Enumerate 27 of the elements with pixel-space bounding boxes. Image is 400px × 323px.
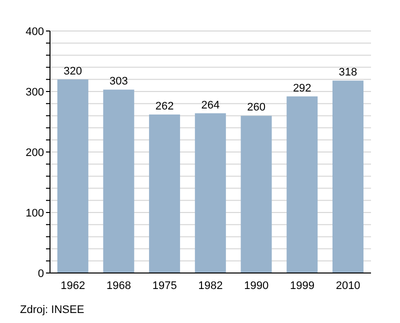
- data-label: 292: [292, 82, 312, 94]
- x-tick-label: 1990: [244, 280, 269, 292]
- text: Zdroj: INSEE: [20, 304, 84, 316]
- x-tick-label: 1975: [152, 280, 177, 292]
- x-tick-label: 1962: [60, 280, 86, 292]
- data-label: 262: [155, 100, 174, 112]
- data-label: 260: [247, 102, 266, 114]
- bar: [332, 80, 364, 273]
- bar: [149, 114, 180, 273]
- data-label: 320: [64, 65, 82, 78]
- data-label: 318: [338, 66, 358, 79]
- bar: [240, 116, 272, 273]
- y-tick-label: 100: [26, 207, 44, 220]
- bar: [286, 96, 318, 273]
- bar: [57, 79, 88, 273]
- y-tick-label: 200: [26, 146, 44, 159]
- y-tick-label: 400: [26, 26, 44, 38]
- x-tick-label: 1968: [106, 280, 132, 292]
- x-tick-label: 1999: [290, 280, 314, 292]
- x-tick-label: 2010: [336, 280, 360, 292]
- bar: [194, 113, 226, 273]
- x-tick-label: 1982: [198, 280, 223, 292]
- data-label: 264: [201, 99, 220, 112]
- bar: [103, 90, 134, 273]
- data-label: 303: [110, 76, 128, 88]
- y-tick-label: 300: [26, 86, 44, 98]
- y-tick-label: 0: [38, 268, 44, 280]
